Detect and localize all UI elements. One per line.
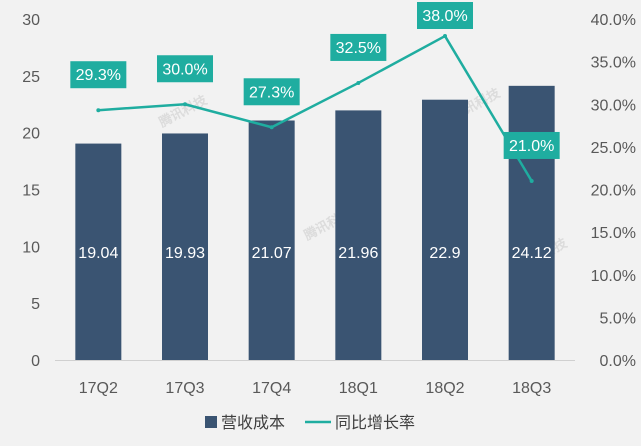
rate-point [356,80,361,85]
rate-value-label: 32.5% [336,40,381,57]
y-left-tick-label: 10 [22,239,40,256]
y-left-tick-label: 5 [31,296,40,313]
y-right-tick-label: 30.0% [591,97,636,114]
bar [248,120,295,360]
rate-point [529,178,534,183]
rate-label-box [503,131,560,159]
y-right-tick-label: 0.0% [600,353,636,370]
x-axis: 17Q2 17Q3 17Q4 18Q1 18Q2 18Q3 [55,360,575,397]
bar-value-label: 19.93 [165,245,205,262]
rate-value-label: 29.3% [76,67,121,84]
x-tick-label: 18Q1 [339,380,378,397]
y-left-tick-label: 30 [22,12,40,29]
rate-value-label: 27.3% [249,84,294,101]
bar [422,99,468,360]
rate-point [443,34,447,39]
bar-value-label: 24.12 [512,245,552,262]
y-right-tick-label: 20.0% [591,183,636,200]
rate-point [183,102,187,107]
y-right-tick-label: 25.0% [591,140,636,157]
y-right-tick-label: 5.0% [600,310,636,327]
y-left-tick-label: 15 [22,183,40,200]
legend-bar-swatch [205,416,217,428]
y-axis-right: 0.0% 5.0% 10.0% 15.0% 20.0% 25.0% 30.0% 35.0% 40… [591,12,636,370]
legend-bar-label: 营收成本 [221,414,285,432]
bar-value-label: 19.04 [78,245,118,262]
bar [162,133,208,360]
bar-series: 19.04 19.93 21.07 21.96 22.9 24.12 [75,85,555,360]
rate-point [96,108,101,113]
legend: 营收成本 同比增长率 [205,414,415,432]
x-tick-label: 17Q3 [165,380,204,397]
bar-value-label: 22.9 [429,245,460,262]
y-right-tick-label: 10.0% [591,268,636,285]
x-tick-label: 18Q2 [425,380,464,397]
y-right-tick-label: 35.0% [591,55,636,72]
bar [508,85,555,360]
rate-value-label: 21.0% [509,138,554,155]
rate-value-label: 30.0% [162,61,207,78]
rate-label-box [157,55,213,83]
rate-line [98,34,533,182]
rate-point [269,125,274,130]
y-axis-left: 0 5 10 15 20 25 30 [22,12,40,370]
x-tick-label: 17Q4 [252,380,291,397]
bar [75,143,122,360]
rate-label-box [330,33,387,61]
legend-line-label: 同比增长率 [335,414,415,432]
rate-value-label: 38.0% [422,8,467,25]
y-left-tick-label: 25 [22,69,40,86]
bar [335,110,382,360]
bar-value-label: 21.07 [252,245,292,262]
y-left-tick-label: 0 [31,353,40,370]
y-right-tick-label: 40.0% [591,12,636,29]
y-left-tick-label: 20 [22,126,40,143]
rate-label-box [70,61,127,89]
watermark-text: 腾讯科技 [156,92,211,131]
x-tick-label: 17Q2 [79,380,118,397]
rate-label-box [243,78,300,106]
rate-label-box [417,2,473,29]
bar-value-label: 21.96 [338,245,378,262]
x-tick-label: 18Q3 [512,380,551,397]
y-right-tick-label: 15.0% [591,225,636,242]
line-series: 29.3% 30.0% 27.3% 32.5% 38.0% 21.0% [70,2,560,183]
